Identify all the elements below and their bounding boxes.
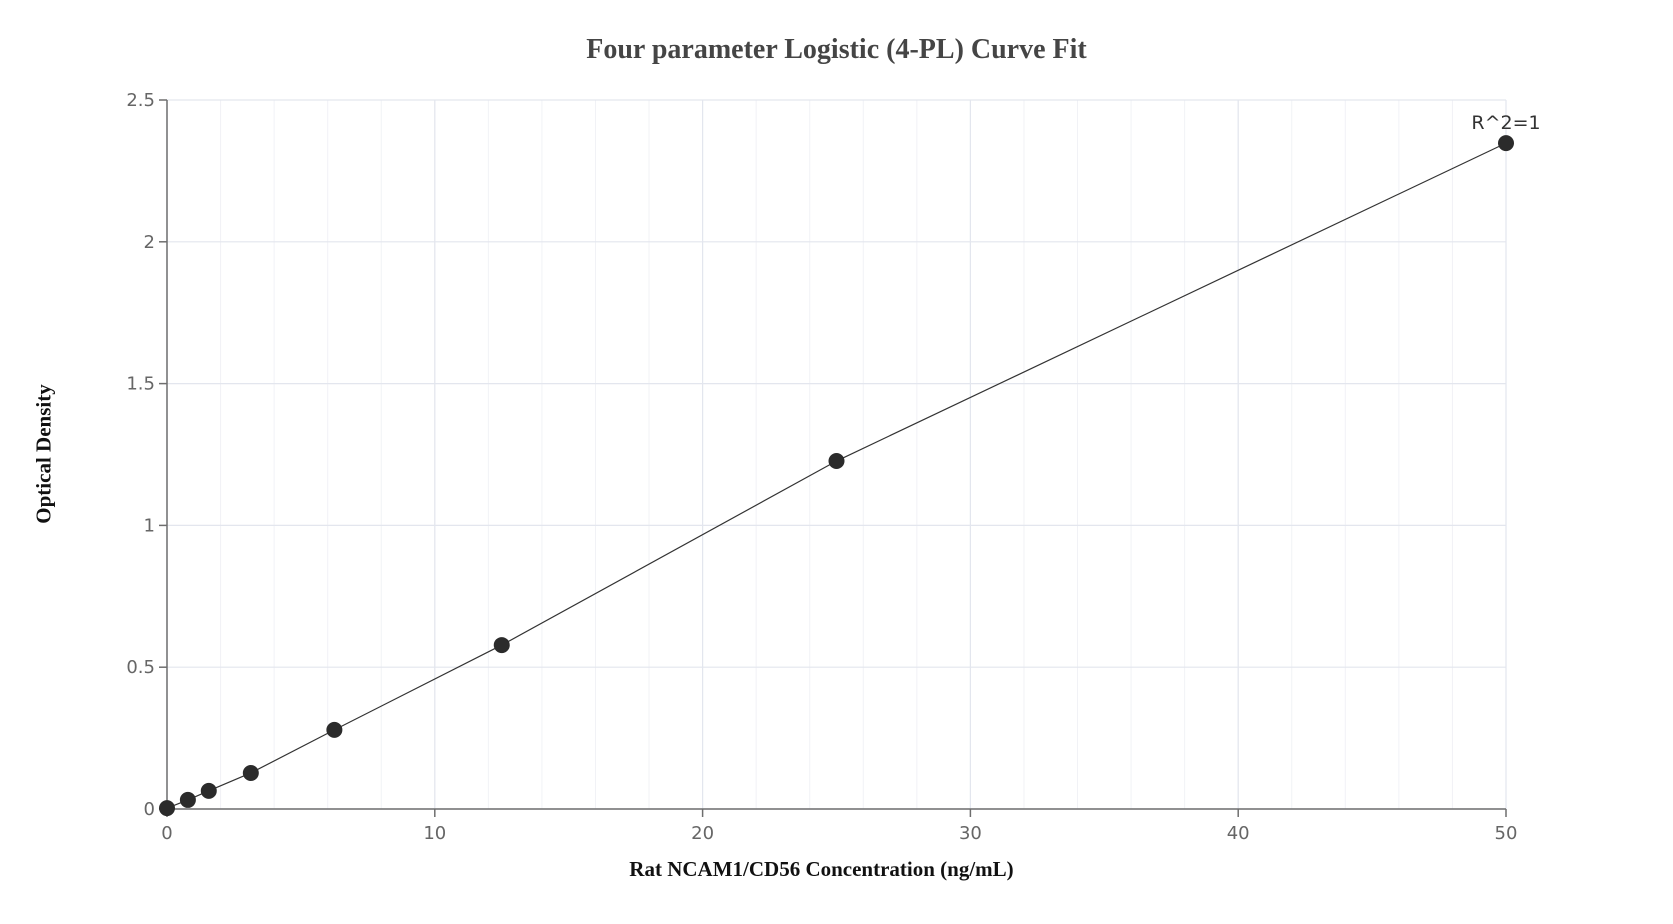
y-tick-label: 0 [144, 799, 155, 820]
y-tick-label: 2 [144, 232, 155, 253]
y-tick-label: 0.5 [126, 657, 155, 678]
data-point-marker [326, 721, 343, 738]
x-axis-title-wrap: Rat NCAM1/CD56 Concentration (ng/mL) [0, 857, 1673, 882]
x-tick-label: 50 [1495, 823, 1518, 844]
r-squared-annotation: R^2=1 [1471, 112, 1540, 134]
data-point-marker [200, 782, 217, 799]
x-tick-label: 40 [1227, 823, 1250, 844]
data-point-marker [828, 453, 845, 470]
data-point-marker [179, 791, 196, 808]
fit-curve [166, 142, 1507, 809]
y-tick-label: 1 [144, 515, 155, 536]
fit-curve-line [166, 142, 1507, 809]
chart-title: Four parameter Logistic (4-PL) Curve Fit [586, 34, 1087, 65]
data-point-marker [1498, 135, 1514, 152]
x-tick-label: 10 [423, 823, 446, 844]
x-tick-label: 20 [691, 823, 714, 844]
data-point-marker [493, 637, 510, 654]
data-point-marker [159, 800, 175, 817]
y-tick-label: 2.5 [126, 90, 155, 111]
data-point-marker [242, 764, 259, 781]
data-points [159, 135, 1514, 817]
x-tick-label: 0 [161, 823, 172, 844]
annotations: R^2=1 [1471, 112, 1540, 134]
tick-labels: 0 0.5 1 1.5 2 2.5 0 10 20 30 40 50 [126, 90, 1517, 844]
x-axis-title: Rat NCAM1/CD56 Concentration (ng/mL) [629, 857, 1014, 881]
x-tick-label: 30 [959, 823, 982, 844]
y-tick-label: 1.5 [126, 374, 155, 395]
